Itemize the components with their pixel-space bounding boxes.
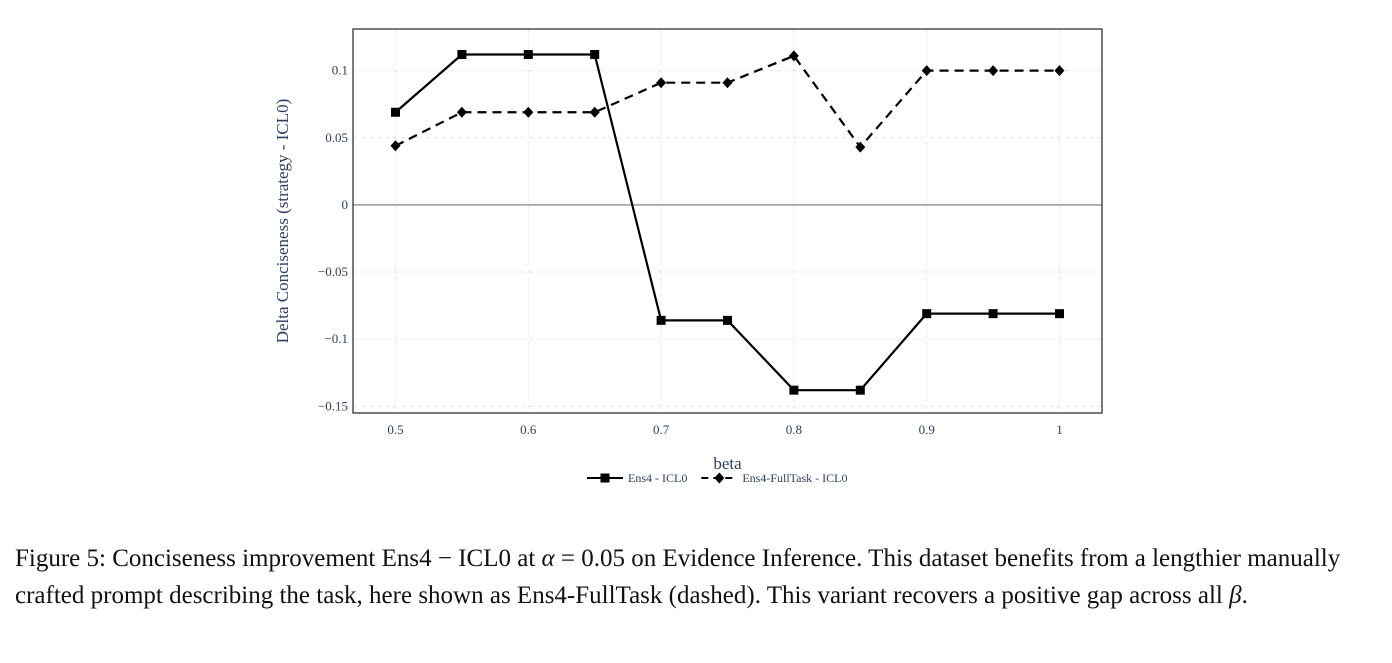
series-line: [395, 54, 1060, 149]
y-axis-ticks: 0.1 0.05 0 −0.05 −0.1 −0.15: [318, 63, 348, 414]
x-tick-label: 0.5: [387, 422, 403, 437]
legend-item-2: Ens4-FullTask - ICL0: [701, 471, 847, 485]
data-point: [589, 106, 600, 118]
data-point: [722, 77, 733, 89]
data-point: [656, 77, 667, 89]
line-chart: 0.5 0.6 0.7 0.8 0.9 1 0.10.050−0.05−0.1−0.15 …: [273, 28, 1103, 485]
data-point: [456, 106, 467, 118]
y-tick-label: −0.1: [324, 331, 348, 346]
data-point: [855, 385, 865, 395]
series-2: [390, 50, 1065, 153]
y-tick-label: 0.05: [325, 130, 348, 145]
legend-label: Ens4-FullTask - ICL0: [742, 471, 847, 485]
x-axis-title: beta: [713, 454, 742, 473]
series-1: [390, 50, 1065, 395]
data-point: [656, 315, 666, 325]
x-axis-ticks: 0.5 0.6 0.7 0.8 0.9 1: [387, 422, 1062, 437]
caption-prefix: Figure 5: Conciseness improvement Ens4 −…: [15, 545, 542, 572]
data-point: [988, 309, 998, 319]
series-layer: [390, 50, 1065, 395]
x-tick-label: 0.7: [653, 422, 670, 437]
y-tick-label: −0.15: [318, 398, 348, 413]
data-point: [855, 141, 866, 153]
y-tick-label: 0.1: [332, 63, 348, 78]
legend-marker: [714, 472, 725, 484]
legend: Ens4 - ICL0 Ens4-FullTask - ICL0: [587, 471, 847, 485]
series-line: [394, 53, 1060, 392]
x-tick-label: 0.9: [919, 422, 935, 437]
data-point: [788, 50, 799, 62]
y-tick-label: 0: [342, 197, 349, 212]
data-point: [723, 315, 732, 325]
data-point: [390, 140, 401, 152]
caption-alpha-value: = 0.05: [554, 545, 626, 572]
x-tick-label: 0.8: [786, 422, 802, 437]
data-point: [1054, 65, 1065, 77]
data-point: [523, 50, 533, 60]
data-point: [457, 50, 467, 60]
legend-label: Ens4 - ICL0: [628, 471, 687, 485]
legend-marker: [600, 473, 610, 483]
figure-caption: Figure 5: Conciseness improvement Ens4 −…: [15, 540, 1385, 614]
legend-item-1: Ens4 - ICL0: [587, 471, 687, 485]
y-tick-label: −0.05: [318, 264, 348, 279]
x-tick-label: 0.6: [520, 422, 537, 437]
y-axis-title: Delta Conciseness (strategy - ICL0): [273, 99, 292, 344]
data-point: [988, 65, 999, 77]
caption-beta-symbol: β: [1229, 582, 1242, 609]
caption-middle: on Evidence Inference. This dataset bene…: [15, 545, 1341, 609]
data-point: [523, 106, 534, 118]
data-point: [390, 107, 400, 117]
data-point: [789, 385, 799, 395]
data-point: [590, 50, 600, 60]
caption-suffix: .: [1241, 582, 1248, 609]
x-tick-label: 1: [1056, 422, 1063, 437]
data-point: [921, 65, 932, 77]
plot-frame: [352, 28, 1103, 414]
data-point: [922, 309, 932, 319]
data-point: [1055, 309, 1065, 319]
caption-alpha-symbol: α: [541, 545, 555, 572]
